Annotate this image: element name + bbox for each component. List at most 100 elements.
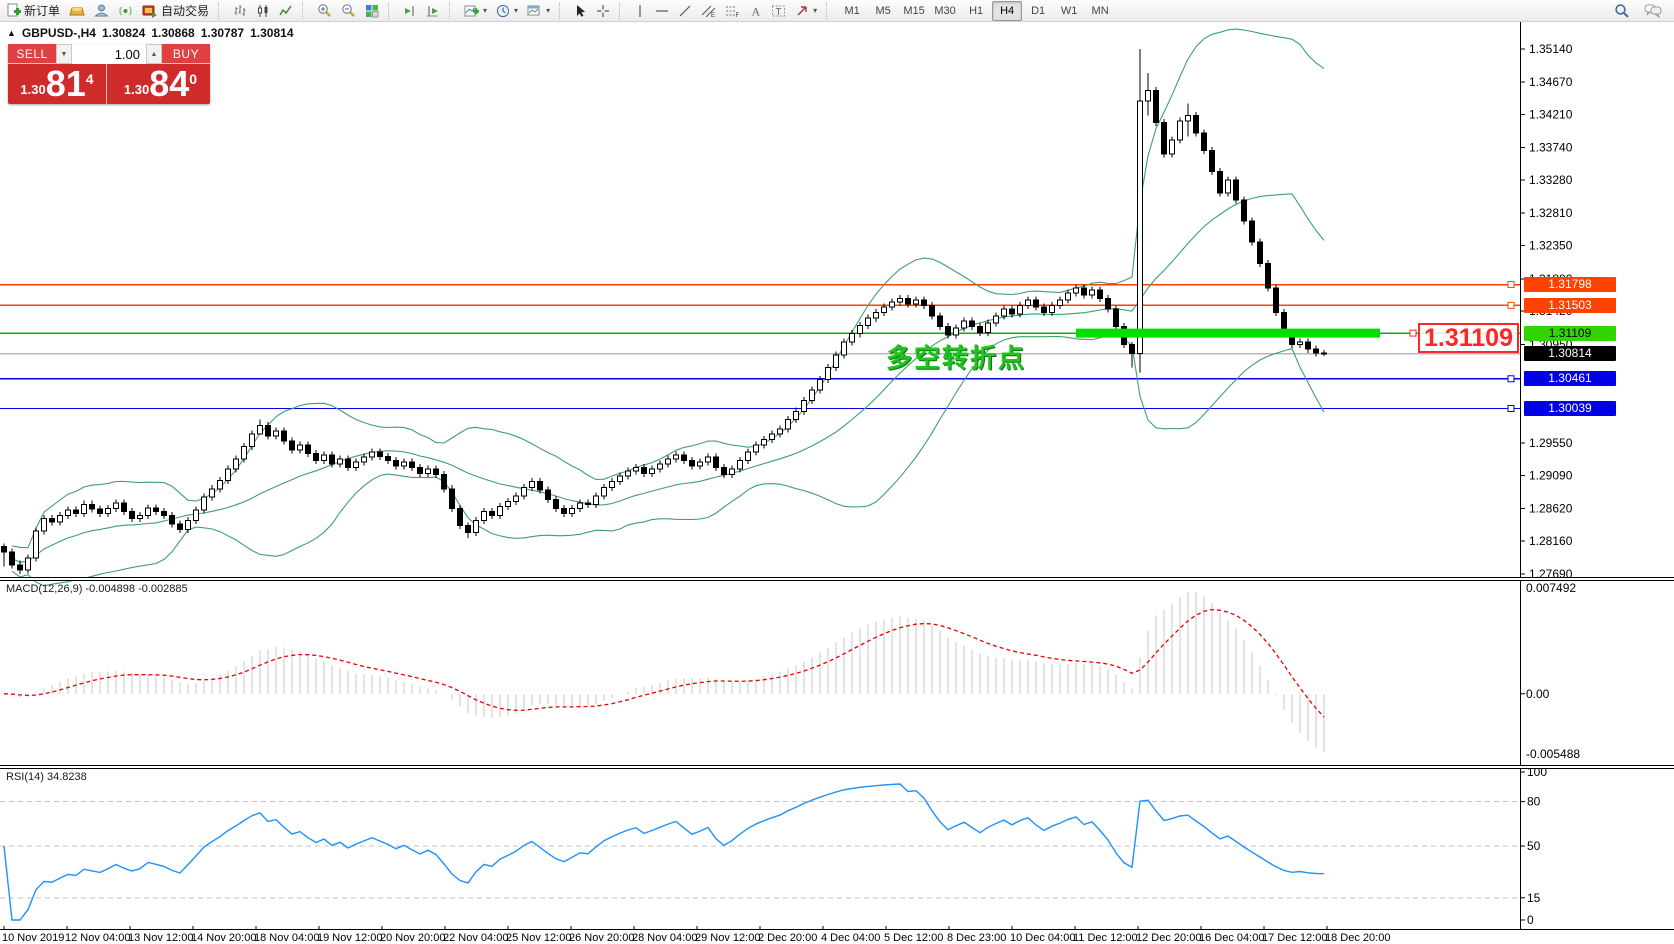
candle-body <box>521 486 527 497</box>
new-order-button[interactable]: 新订单 <box>2 0 64 22</box>
sell-button[interactable]: SELL <box>8 44 56 64</box>
tab-timeframe-w1[interactable]: W1 <box>1060 4 1078 17</box>
time-tick-label: 12 Dec 20:00 <box>1136 932 1202 944</box>
fibonacci-icon: F <box>726 6 740 18</box>
candle-body <box>25 557 31 571</box>
horizontal-line-button[interactable] <box>651 0 673 22</box>
autoscroll-button[interactable] <box>422 0 444 22</box>
candle-body <box>281 430 287 442</box>
zoom-in-button[interactable] <box>313 0 336 22</box>
signals-button[interactable] <box>114 0 137 22</box>
autotrading-button[interactable]: 自动交易 <box>138 0 213 22</box>
tile-windows-icon <box>366 4 379 17</box>
price-box-annotation[interactable]: 1.31109 <box>1418 323 1519 353</box>
candle-body <box>609 481 615 488</box>
price-tick-label: 1.35140 <box>1529 42 1573 56</box>
line-chart-button[interactable] <box>275 0 297 22</box>
tab-timeframe-h1[interactable]: H1 <box>969 4 984 17</box>
line-anchor-marker[interactable] <box>1507 301 1515 309</box>
pane-separator[interactable] <box>0 577 1674 581</box>
time-tick-label: 29 Nov 12:00 <box>695 932 761 944</box>
candle-body <box>905 298 911 305</box>
crosshair-icon <box>597 4 610 17</box>
tab-timeframe-d1[interactable]: D1 <box>1031 4 1046 17</box>
templates-button[interactable]: ▾ <box>523 0 554 22</box>
candle-body <box>417 467 423 474</box>
community-button[interactable] <box>90 0 113 22</box>
chat-button[interactable] <box>1640 0 1666 22</box>
pane-separator[interactable] <box>0 765 1674 769</box>
search-button[interactable] <box>1610 0 1634 22</box>
add-indicator-button[interactable]: ▾ <box>460 0 491 22</box>
cursor-button[interactable] <box>570 0 591 22</box>
candle-body <box>489 510 495 517</box>
candle-body <box>537 481 543 491</box>
channel-button[interactable]: E <box>697 0 720 22</box>
line-anchor-marker[interactable] <box>1507 375 1515 383</box>
text-icon: A <box>752 4 761 18</box>
candle-body <box>273 430 279 437</box>
candlestick-chart-icon <box>258 4 268 17</box>
tab-timeframe-m1[interactable]: M1 <box>844 4 860 17</box>
chart-window: 1.35140 1.34670 1.34210 1.33740 1.33280 1.328… <box>0 22 1674 944</box>
candle-body <box>1209 150 1215 173</box>
candle-body <box>137 515 143 519</box>
text-label-button[interactable]: T <box>767 0 790 22</box>
time-tick-label: 2 Dec 20:00 <box>758 932 818 944</box>
candlestick-chart-button[interactable] <box>252 0 274 22</box>
tab-timeframe-m5[interactable]: M5 <box>875 4 891 17</box>
sell-price[interactable]: 1.30 81 4 <box>8 64 107 104</box>
candle-body <box>849 333 855 343</box>
fibonacci-button[interactable]: F <box>721 0 744 22</box>
tab-timeframe-h4[interactable]: H4 <box>992 0 1023 21</box>
volume-input[interactable]: 1.00 <box>72 44 146 64</box>
vertical-line-button[interactable] <box>630 0 650 22</box>
candle-body <box>1169 139 1175 155</box>
candle-body <box>169 515 175 525</box>
rsi-line <box>3 783 1325 921</box>
candle-body <box>257 424 263 435</box>
buy-button[interactable]: BUY <box>162 44 210 64</box>
candle-body <box>433 468 439 476</box>
macd-axis-label: 0.007492 <box>1526 581 1576 595</box>
chart-canvas[interactable]: 1.35140 1.34670 1.34210 1.33740 1.33280 1.328… <box>0 22 1674 944</box>
volume-decrease-button[interactable]: ▼ <box>56 44 72 64</box>
candle-body <box>249 433 255 447</box>
tab-timeframe-m15[interactable]: M15 <box>903 4 925 17</box>
time-axis[interactable]: 10 Nov 2019 12 Nov 04:00 13 Nov 12:00 14 No… <box>0 930 1674 944</box>
crosshair-button[interactable] <box>592 0 614 22</box>
price-axis[interactable]: 1.31798 1.31503 1.31109 1.30814 1.30461 1.300… <box>1520 22 1674 929</box>
line-anchor-marker[interactable] <box>1507 281 1515 289</box>
zoom-out-button[interactable] <box>337 0 360 22</box>
trendline-object[interactable] <box>1076 328 1380 338</box>
candle-body <box>105 507 111 514</box>
candle-body <box>721 467 727 476</box>
annotation-anchor-marker[interactable] <box>1409 329 1417 337</box>
candle-body <box>889 301 895 308</box>
candle-body <box>569 507 575 514</box>
candle-body <box>945 326 951 336</box>
market-button[interactable] <box>65 0 89 22</box>
turning-point-annotation[interactable]: 多空转折点 <box>886 343 1027 373</box>
sell-price-pips: 81 <box>45 63 86 104</box>
price-tick-label: 1.33280 <box>1529 173 1573 187</box>
candle-body <box>929 305 935 317</box>
arrows-button[interactable]: ▾ <box>791 0 821 22</box>
candle-body <box>801 400 807 412</box>
candle-body <box>393 460 399 467</box>
candle-body <box>297 444 303 451</box>
buy-price[interactable]: 1.30 84 0 <box>111 64 210 104</box>
candle-body <box>1153 90 1159 123</box>
line-anchor-marker[interactable] <box>1507 405 1515 413</box>
toolbar-separator <box>619 2 626 19</box>
periods-button[interactable]: ▾ <box>492 0 522 22</box>
tab-timeframe-mn[interactable]: MN <box>1091 4 1109 17</box>
tile-windows-button[interactable] <box>361 0 383 22</box>
volume-increase-button[interactable]: ▲ <box>146 44 162 64</box>
shift-chart-button[interactable] <box>399 0 421 22</box>
trendline-button[interactable] <box>674 0 696 22</box>
tab-timeframe-m30[interactable]: M30 <box>934 4 956 17</box>
text-button[interactable]: A <box>745 0 766 22</box>
bar-chart-button[interactable] <box>229 0 251 22</box>
candle-body <box>841 341 847 356</box>
